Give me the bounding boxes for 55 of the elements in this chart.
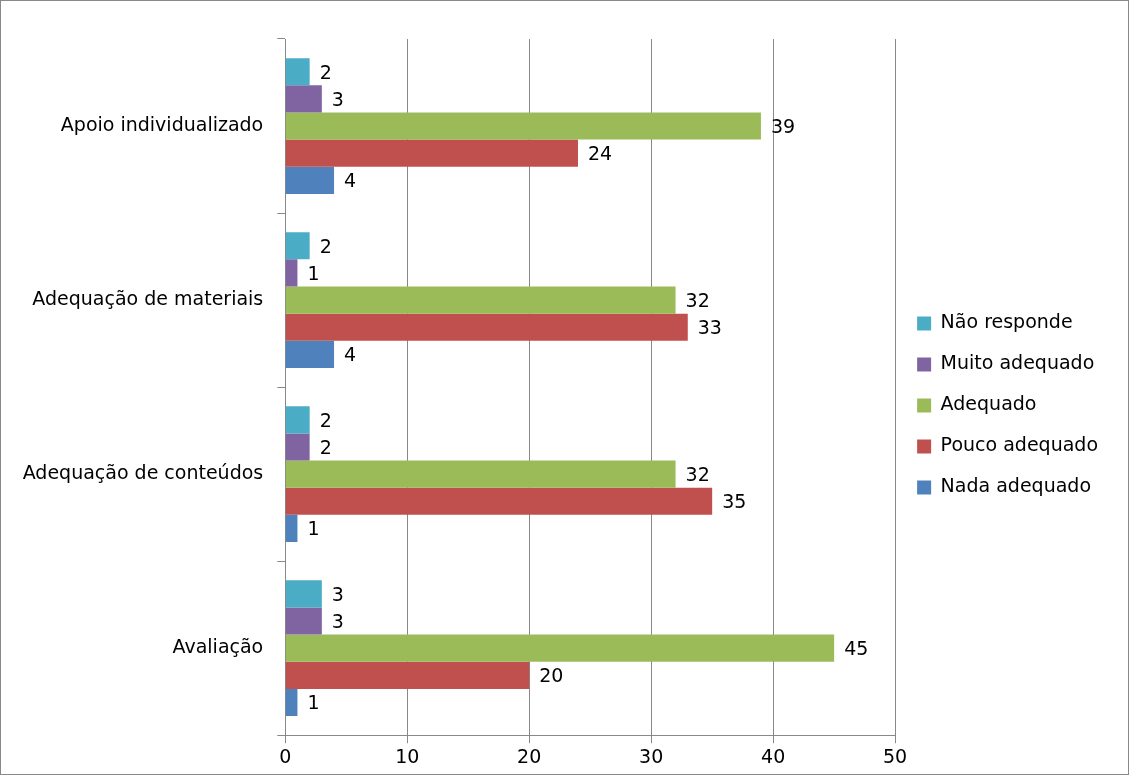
data-label: 2	[319, 408, 332, 431]
x-tick-label: 10	[395, 744, 420, 767]
x-tick-label: 0	[279, 744, 292, 767]
bar	[285, 259, 298, 287]
data-label: 35	[722, 490, 747, 513]
bar	[285, 607, 322, 635]
bar	[285, 433, 310, 461]
data-label: 32	[685, 463, 710, 486]
bar	[285, 406, 310, 434]
y-tick-label: Avaliação	[172, 635, 264, 658]
data-label: 2	[319, 234, 332, 257]
y-tick-label: Apoio individualizado	[60, 112, 264, 135]
data-label: 32	[685, 289, 710, 312]
bar	[285, 85, 322, 113]
bar	[285, 661, 530, 689]
x-tick-label: 20	[517, 744, 542, 767]
bar	[285, 139, 578, 167]
bar	[285, 688, 298, 717]
data-label: 3	[331, 609, 344, 632]
data-label: 2	[319, 60, 332, 83]
data-label: 39	[770, 114, 796, 137]
data-label: 33	[697, 316, 722, 339]
y-tick-label: Adequação de materiais	[32, 287, 264, 310]
data-label: 1	[307, 691, 320, 714]
legend-label: Não responde	[940, 310, 1073, 333]
bar	[285, 232, 310, 260]
legend-label: Pouco adequado	[940, 433, 1099, 456]
legend-label: Nada adequado	[940, 474, 1092, 497]
data-label: 2	[319, 435, 332, 458]
bar	[285, 580, 322, 608]
bar	[285, 286, 676, 314]
data-label: 20	[539, 664, 564, 687]
data-label: 24	[587, 142, 613, 165]
data-label: 1	[307, 517, 320, 540]
bar	[285, 166, 335, 194]
legend-label: Adequado	[940, 392, 1037, 415]
legend-label: Muito adequado	[940, 351, 1095, 374]
bar	[285, 634, 835, 662]
x-tick-label: 50	[883, 744, 908, 767]
bar	[285, 514, 298, 543]
bar	[285, 112, 761, 140]
bar	[285, 340, 335, 368]
bar	[285, 58, 310, 86]
y-tick-label: Adequação de conteúdos	[22, 461, 264, 484]
data-label: 4	[344, 343, 357, 366]
bar	[285, 460, 676, 488]
data-label: 3	[331, 582, 344, 605]
data-label: 3	[331, 87, 344, 110]
bar	[285, 313, 688, 341]
data-label: 1	[307, 261, 320, 284]
bar	[285, 487, 713, 515]
x-tick-label: 30	[639, 744, 664, 767]
data-label: 4	[344, 169, 357, 192]
x-tick-label: 40	[761, 744, 786, 767]
data-label: 45	[844, 637, 869, 660]
